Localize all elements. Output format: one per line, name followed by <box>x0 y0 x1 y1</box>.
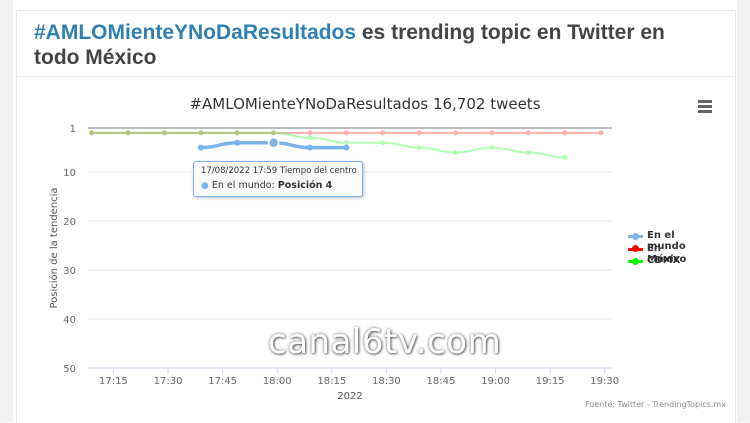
y-tick-label: 30 <box>63 266 76 277</box>
legend-symbol <box>628 232 643 240</box>
y-tick-label: 10 <box>63 168 76 179</box>
series-en-m-xico-point <box>525 130 531 136</box>
series-cdmx-point <box>562 154 568 160</box>
series-en-m-xico-point <box>198 130 204 136</box>
series-cdmx-point <box>380 140 386 146</box>
watermark: canal6tv.com <box>268 322 502 362</box>
series-en-el-mundo-hover-point <box>267 136 280 149</box>
series-en-m-xico-point <box>598 130 604 136</box>
x-tick-label: 18:45 <box>427 376 456 387</box>
x-tick-label: 17:15 <box>99 376 128 387</box>
series-en-el-mundo-point <box>306 144 313 151</box>
series-en-m-xico-point <box>453 130 459 136</box>
series-cdmx <box>89 130 568 160</box>
series-en-m-xico-point <box>234 130 240 136</box>
series-cdmx-point <box>271 130 277 136</box>
series-cdmx-point <box>343 140 349 146</box>
x-tick-label: 19:30 <box>590 376 619 387</box>
page-margin-right <box>737 0 750 422</box>
x-tick-label: 17:45 <box>208 376 237 387</box>
y-axis-title: Posición de la tendencia <box>48 187 60 308</box>
series-en-el-mundo-point <box>234 139 241 146</box>
x-tick-label: 19:00 <box>481 376 510 387</box>
series-cdmx-point <box>234 130 240 136</box>
series-en-el-mundo-point <box>197 144 204 151</box>
series-en-el-mundo-point <box>343 144 350 151</box>
tooltip-body: ● En el mundo: Posición 4 <box>201 180 332 191</box>
series-cdmx-point <box>489 145 495 151</box>
article-headline: #AMLOMienteYNoDaResultados es trending t… <box>34 20 714 70</box>
chart-grid <box>88 127 612 374</box>
series-cdmx-point <box>161 130 167 136</box>
y-tick-label: 20 <box>63 217 76 228</box>
legend-label: En el mundo <box>647 230 686 252</box>
legend-label: CDMX <box>647 255 681 266</box>
series-cdmx-point <box>307 135 313 141</box>
hamburger-menu-icon[interactable] <box>694 98 716 116</box>
x-tick-label: 18:00 <box>263 376 292 387</box>
y-tick-label: 40 <box>63 315 76 326</box>
x-tick-label: 18:30 <box>372 376 401 387</box>
tooltip-series-dot: ● <box>201 181 209 191</box>
x-axis-title: 2022 <box>337 391 362 402</box>
tooltip-header: 17/08/2022 17:59 Tiempo del centro <box>201 166 357 176</box>
series-cdmx-point <box>89 130 95 136</box>
series-cdmx-point <box>416 145 422 151</box>
headline-hashtag[interactable]: #AMLOMienteYNoDaResultados <box>34 21 357 44</box>
headline-divider <box>17 76 733 77</box>
series-en-el-mundo <box>197 136 350 151</box>
x-tick-label: 18:15 <box>317 376 346 387</box>
x-axis-ticks: 17:15 17:30 17:45 18:00 18:15 18:30 18:45 19:00… <box>99 376 619 387</box>
series-en-m-xico-point <box>489 130 495 136</box>
x-tick-label: 19:15 <box>536 376 565 387</box>
legend-symbol <box>628 257 643 265</box>
series-en-m-xico-point <box>89 130 95 136</box>
series-en-m-xico-point <box>416 130 422 136</box>
chart-title: #AMLOMienteYNoDaResultados 16,702 tweets <box>189 95 541 113</box>
series-en-m-xico-point <box>271 130 277 136</box>
chart-series <box>89 130 604 160</box>
legend-symbol <box>628 245 643 252</box>
series-cdmx-point <box>453 149 459 155</box>
article-card <box>16 10 736 423</box>
page-margin-left <box>0 0 13 422</box>
series-en-m-xico <box>89 130 604 136</box>
series-cdmx-line <box>91 131 565 159</box>
series-cdmx-point <box>525 149 531 155</box>
series-en-m-xico-point <box>161 130 167 136</box>
tooltip-series-label: En el mundo: <box>211 180 278 191</box>
x-tick-label: 17:30 <box>154 376 183 387</box>
legend-label: En México <box>647 242 687 265</box>
headline-text: es trending topic en Twitter en todo Méx… <box>34 21 665 69</box>
tooltip-value: Posición 4 <box>277 180 333 191</box>
series-en-m-xico-point <box>125 130 131 136</box>
chart-credits[interactable]: Fuente: Twitter - TrendingTopics.mx <box>585 400 726 409</box>
series-en-m-xico-point <box>380 130 386 136</box>
series-cdmx-point <box>198 130 204 136</box>
series-en-m-xico-point <box>307 130 313 136</box>
y-axis-ticks: 1 10 20 30 40 50 <box>63 124 76 375</box>
series-en-m-xico-point <box>343 130 349 136</box>
chart-tooltip: 17/08/2022 17:59 Tiempo del centro ● En … <box>193 161 363 197</box>
series-cdmx-point <box>125 130 131 136</box>
y-tick-label: 50 <box>63 364 76 375</box>
y-tick-label: 1 <box>70 124 76 135</box>
series-en-m-xico-point <box>562 130 568 136</box>
